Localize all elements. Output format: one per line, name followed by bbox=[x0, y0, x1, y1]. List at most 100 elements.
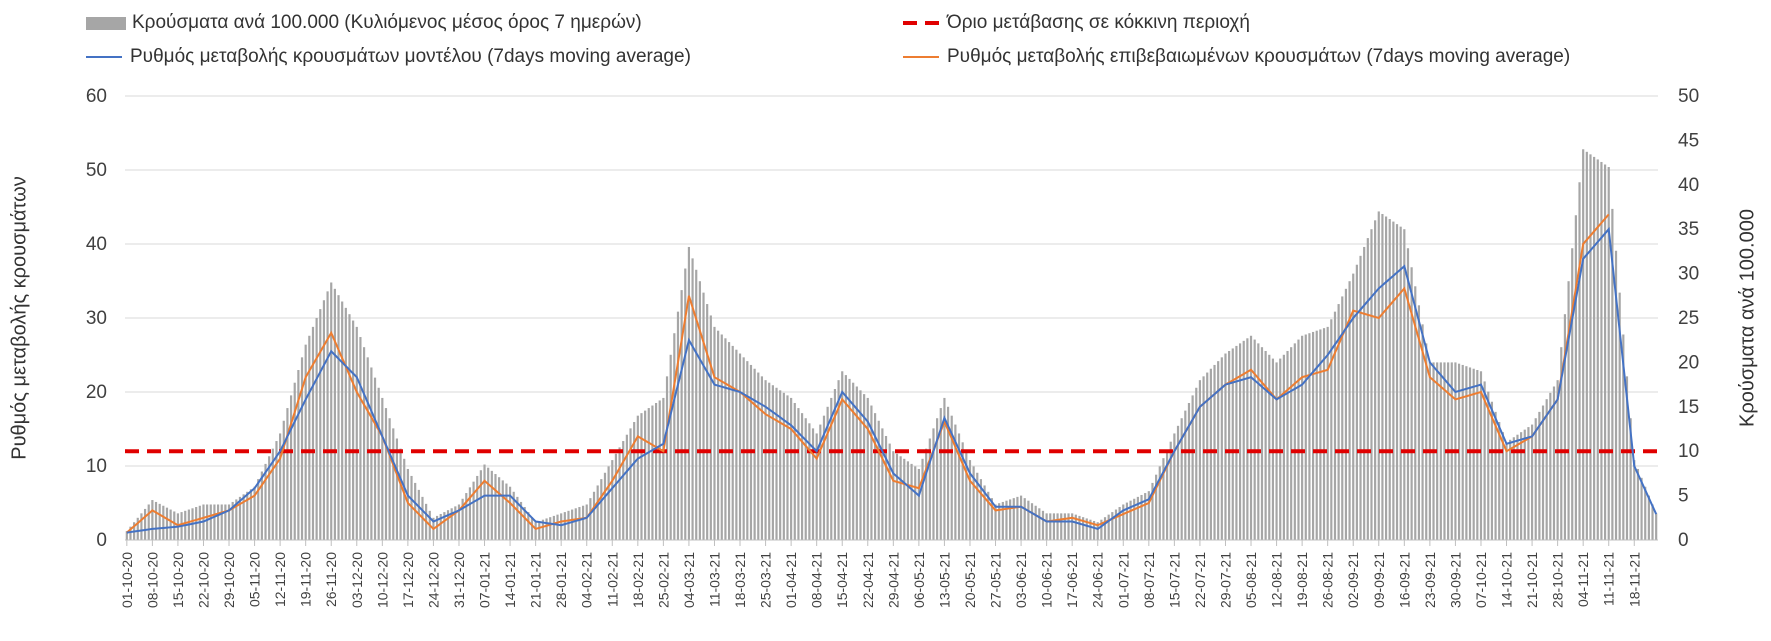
bar bbox=[892, 451, 895, 540]
bar bbox=[614, 453, 618, 540]
x-tick-labels: 01-10-20 08-10-20 15-10-20 22-10-20 29-10-20… bbox=[119, 540, 1642, 608]
y-right-axis-title: Κρούσματα ανά 100.000 bbox=[1736, 209, 1759, 427]
bar bbox=[1388, 219, 1391, 541]
bar bbox=[257, 479, 260, 540]
x-tick-label: 30-09-21 bbox=[1447, 552, 1463, 608]
bar bbox=[483, 464, 486, 540]
bar bbox=[848, 378, 851, 540]
x-tick-label: 17-12-20 bbox=[400, 552, 416, 608]
bar bbox=[976, 472, 979, 540]
bar bbox=[910, 463, 913, 540]
bar bbox=[1494, 411, 1497, 540]
bar bbox=[921, 458, 924, 540]
bar bbox=[618, 447, 621, 540]
bar bbox=[768, 382, 771, 540]
bar bbox=[165, 507, 169, 540]
bar bbox=[1038, 508, 1041, 540]
bar bbox=[465, 493, 468, 540]
legend-swatch-confirmed bbox=[903, 56, 939, 58]
bar bbox=[457, 504, 461, 540]
bar bbox=[990, 498, 993, 540]
bar bbox=[1410, 267, 1413, 540]
bar bbox=[563, 512, 566, 540]
bar bbox=[355, 326, 358, 540]
y-right-tick-label: 30 bbox=[1678, 264, 1699, 285]
bar bbox=[392, 428, 395, 540]
legend-item-confirmed: Ρυθμός μεταβολής επιβεβαιωμένων κρουσμάτ… bbox=[903, 46, 1570, 68]
legend-item-threshold: Όριο μετάβασης σε κόκκινη περιοχή bbox=[903, 12, 1250, 34]
bar bbox=[895, 453, 899, 540]
x-tick-label: 17-06-21 bbox=[1064, 552, 1080, 608]
bar bbox=[1067, 513, 1070, 540]
bar bbox=[994, 504, 997, 540]
bar bbox=[888, 443, 891, 540]
bar bbox=[1530, 424, 1534, 540]
y-right-tick-labels: 0 5 10 15 20 25 30 35 40 45 50 bbox=[1678, 86, 1699, 551]
x-tick-label: 19-08-21 bbox=[1294, 552, 1310, 608]
y-left-tick-label: 60 bbox=[86, 86, 107, 107]
y-left-tick-label: 20 bbox=[86, 382, 107, 403]
bar bbox=[147, 504, 150, 540]
bar bbox=[260, 471, 263, 540]
bar bbox=[884, 435, 888, 540]
bar bbox=[833, 389, 837, 540]
bar bbox=[1165, 449, 1169, 540]
x-tick-label: 01-04-21 bbox=[783, 552, 799, 608]
y-left-tick-label: 10 bbox=[86, 456, 107, 477]
x-tick-label: 10-06-21 bbox=[1039, 552, 1055, 608]
y-right-tick-label: 45 bbox=[1678, 130, 1699, 151]
x-tick-label: 28-01-21 bbox=[553, 552, 569, 608]
y-left-tick-label: 30 bbox=[86, 308, 107, 329]
bar bbox=[450, 508, 453, 540]
bar bbox=[362, 347, 366, 540]
bar bbox=[549, 517, 552, 540]
bar bbox=[1585, 151, 1588, 540]
bar bbox=[819, 424, 822, 540]
bar bbox=[1352, 273, 1355, 540]
bar bbox=[1202, 376, 1205, 540]
bar bbox=[1246, 338, 1249, 540]
bar bbox=[1176, 425, 1180, 540]
bar bbox=[957, 433, 961, 540]
bar bbox=[592, 491, 596, 540]
bar bbox=[1268, 354, 1271, 540]
x-tick-label: 08-10-20 bbox=[144, 552, 160, 608]
bar bbox=[1034, 505, 1037, 540]
bar bbox=[1636, 468, 1640, 540]
x-tick-label: 23-09-21 bbox=[1422, 552, 1438, 608]
bar bbox=[797, 408, 800, 540]
bar bbox=[1403, 229, 1406, 540]
bar bbox=[998, 503, 1001, 540]
bar bbox=[636, 415, 639, 540]
bar bbox=[972, 466, 975, 540]
bar bbox=[1206, 372, 1209, 540]
bar bbox=[837, 380, 840, 540]
bar bbox=[1005, 500, 1008, 540]
bar bbox=[1392, 221, 1395, 540]
bar bbox=[1063, 513, 1066, 540]
bar bbox=[282, 420, 285, 540]
legend-item-bars: Κρούσματα ανά 100.000 (Κυλιόμενος μέσος … bbox=[86, 12, 642, 34]
bar bbox=[629, 428, 632, 540]
bar bbox=[1483, 381, 1486, 540]
bar bbox=[1509, 439, 1512, 540]
bar bbox=[1374, 220, 1377, 540]
bar bbox=[1333, 311, 1337, 540]
bar bbox=[1235, 345, 1238, 540]
bar bbox=[315, 318, 318, 540]
bar bbox=[1421, 324, 1424, 540]
x-tick-label: 31-12-20 bbox=[451, 552, 467, 608]
bar bbox=[530, 517, 534, 540]
bar bbox=[1133, 498, 1136, 540]
bar bbox=[1618, 292, 1621, 540]
bar bbox=[1330, 319, 1333, 540]
bar bbox=[1319, 329, 1322, 540]
bar bbox=[1556, 380, 1559, 540]
legend-label-threshold: Όριο μετάβασης σε κόκκινη περιοχή bbox=[947, 12, 1250, 33]
bar bbox=[1439, 362, 1442, 540]
bar bbox=[753, 368, 756, 540]
line-series-model-rate bbox=[126, 226, 1658, 534]
bar bbox=[501, 480, 504, 540]
x-tick-label: 06-05-21 bbox=[911, 552, 927, 608]
bar bbox=[1384, 216, 1388, 540]
